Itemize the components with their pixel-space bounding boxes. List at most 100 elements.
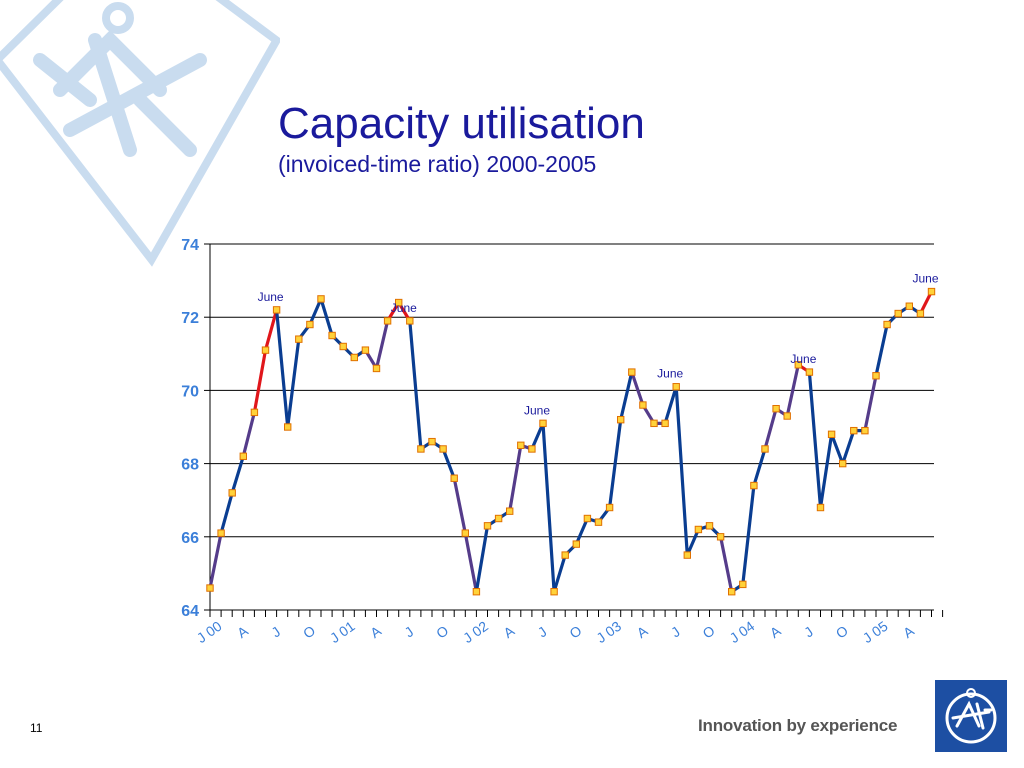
slide-title: Capacity utilisation: [278, 99, 645, 148]
data-point: [617, 415, 625, 424]
data-point: [894, 309, 902, 318]
data-point: [472, 588, 481, 596]
x-tick-label: O: [300, 622, 318, 641]
data-point: [406, 317, 414, 325]
series-segment: [674, 385, 689, 557]
data-point: [506, 507, 514, 515]
data-point: [650, 419, 658, 428]
data-point: [239, 452, 248, 460]
x-tick-label: A: [900, 622, 917, 641]
data-point: [927, 287, 936, 296]
series-segment: [308, 297, 323, 327]
x-tick-label: J: [268, 623, 283, 640]
series-segment: [763, 407, 778, 451]
data-point: [483, 522, 492, 530]
data-point: [228, 489, 236, 497]
series-segment: [685, 527, 701, 557]
june-annotation: June: [524, 403, 550, 417]
data-point: [861, 426, 869, 435]
series-segment: [607, 418, 623, 510]
series-segment: [219, 491, 234, 535]
x-tick-label: J: [801, 623, 816, 640]
x-tick-label: J 02: [460, 618, 491, 646]
series-segment: [208, 531, 223, 590]
data-point: [250, 408, 259, 417]
series-segment: [530, 421, 545, 451]
series-segment: [408, 319, 423, 451]
data-point: [461, 529, 470, 537]
data-point: [805, 368, 814, 376]
data-point: [883, 320, 891, 329]
data-point: [395, 298, 403, 307]
series-segment: [829, 432, 845, 466]
data-point: [561, 551, 569, 559]
data-point: [916, 309, 925, 318]
data-point: [350, 353, 359, 362]
series-segment: [319, 297, 334, 338]
x-tick-label: A: [367, 622, 384, 641]
data-point: [339, 342, 347, 351]
data-point: [761, 445, 769, 453]
series-segment: [286, 337, 301, 429]
data-point: [539, 419, 547, 428]
data-point: [605, 503, 614, 512]
data-point: [683, 551, 691, 559]
data-point: [839, 459, 847, 468]
data-point: [827, 430, 836, 439]
data-point: [439, 445, 447, 453]
x-tick-label: A: [234, 622, 251, 641]
series-segment: [252, 348, 268, 414]
data-point: [739, 580, 747, 589]
data-point: [705, 522, 714, 530]
x-tick-label: A: [500, 622, 517, 641]
data-point: [672, 383, 680, 391]
data-point: [494, 514, 503, 523]
x-tick-label: O: [833, 622, 851, 641]
title-block: Capacity utilisation (invoiced-time rati…: [278, 98, 645, 178]
x-tick-label: J 00: [194, 618, 225, 646]
watermark-logo: [0, 0, 280, 267]
series-segment: [230, 454, 245, 495]
x-tick-label: J 03: [593, 618, 624, 646]
data-point: [694, 525, 703, 534]
series-segment: [374, 319, 390, 371]
data-point: [517, 441, 525, 450]
y-tick-label: 74: [181, 237, 199, 254]
company-logo: [935, 680, 1007, 752]
series-segment: [818, 432, 834, 510]
data-point: [272, 306, 281, 314]
data-point: [628, 368, 636, 376]
x-tick-label: O: [433, 622, 451, 641]
x-tick-label: J: [668, 623, 683, 640]
data-point: [594, 518, 603, 526]
series-segment: [785, 363, 800, 418]
june-annotation: June: [790, 352, 816, 366]
june-annotation: June: [391, 301, 417, 315]
x-tick-label: A: [634, 622, 651, 641]
x-tick-label: J 05: [860, 618, 891, 646]
data-point: [639, 401, 647, 409]
data-point: [361, 346, 370, 354]
slide-subtitle: (invoiced-time ratio) 2000-2005: [278, 151, 597, 177]
data-point: [772, 405, 780, 413]
data-point: [306, 320, 314, 329]
x-tick-label: J: [401, 623, 416, 640]
page-number: 11: [30, 721, 43, 735]
series-segment: [863, 374, 878, 433]
data-point: [372, 364, 381, 373]
series-segment: [841, 429, 856, 466]
x-tick-label: O: [566, 622, 584, 641]
data-point: [728, 588, 736, 596]
series-segment: [574, 516, 590, 546]
data-point: [317, 295, 325, 303]
series-segment: [630, 370, 645, 407]
y-tick-label: 68: [181, 457, 199, 474]
series-segment: [663, 385, 678, 425]
series-segment: [874, 322, 889, 378]
series-segment: [718, 535, 734, 594]
y-tick-label: 66: [181, 530, 199, 547]
data-point: [428, 437, 436, 446]
x-tick-label: J: [535, 623, 550, 640]
series-segment: [552, 553, 567, 594]
tagline: Innovation by experience: [698, 716, 898, 735]
